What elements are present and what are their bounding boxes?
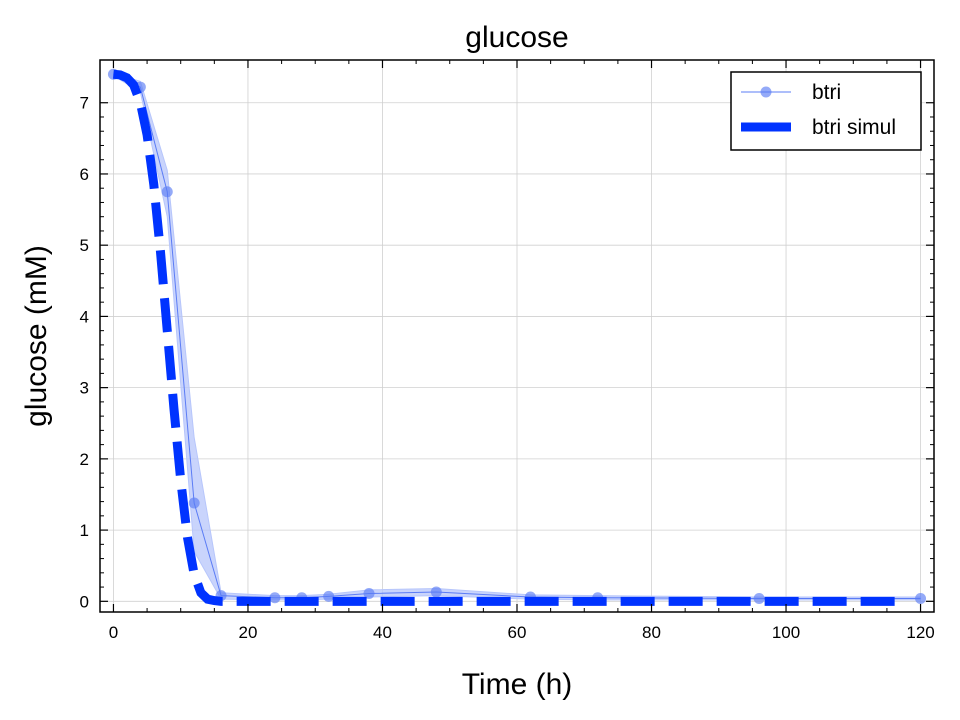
y-tick-label: 5: [80, 236, 89, 255]
x-tick-label: 80: [642, 623, 661, 642]
y-tick-label: 3: [80, 379, 89, 398]
y-tick-label: 7: [80, 94, 89, 113]
y-axis-label: glucose (mM): [20, 245, 53, 427]
x-tick-label: 0: [109, 623, 118, 642]
y-tick-label: 1: [80, 521, 89, 540]
series-layer: [107, 68, 927, 606]
legend-box: [730, 71, 922, 151]
btri-point: [430, 586, 442, 598]
y-tick-label: 6: [80, 165, 89, 184]
legend-marker-btri: [760, 86, 772, 98]
legend-label-btri-simul: btri simul: [812, 116, 896, 139]
chart-title: glucose: [465, 21, 568, 54]
x-tick-label: 60: [508, 623, 527, 642]
btri-point: [915, 592, 927, 604]
x-tick-label: 20: [239, 623, 258, 642]
y-tick-label: 4: [80, 307, 89, 326]
x-tick-label: 120: [906, 623, 934, 642]
btri-point: [161, 186, 173, 198]
btri-point: [323, 590, 335, 602]
x-tick-label: 40: [373, 623, 392, 642]
btri-point: [269, 592, 281, 604]
axis-ticks: 0 20 40 60 80 100 120 0 1 2 3 4 5 6 7: [80, 60, 935, 642]
legend-label-btri: btri: [812, 81, 841, 104]
btri-point: [363, 587, 375, 599]
x-axis-label: Time (h): [462, 668, 573, 701]
x-tick-label: 100: [772, 623, 800, 642]
btri-point: [753, 592, 765, 604]
y-tick-label: 2: [80, 450, 89, 469]
y-tick-label: 0: [80, 592, 89, 611]
btri-point: [188, 497, 200, 509]
btri-simul-line: [112, 69, 908, 606]
legend: btri btri simul: [730, 71, 922, 151]
